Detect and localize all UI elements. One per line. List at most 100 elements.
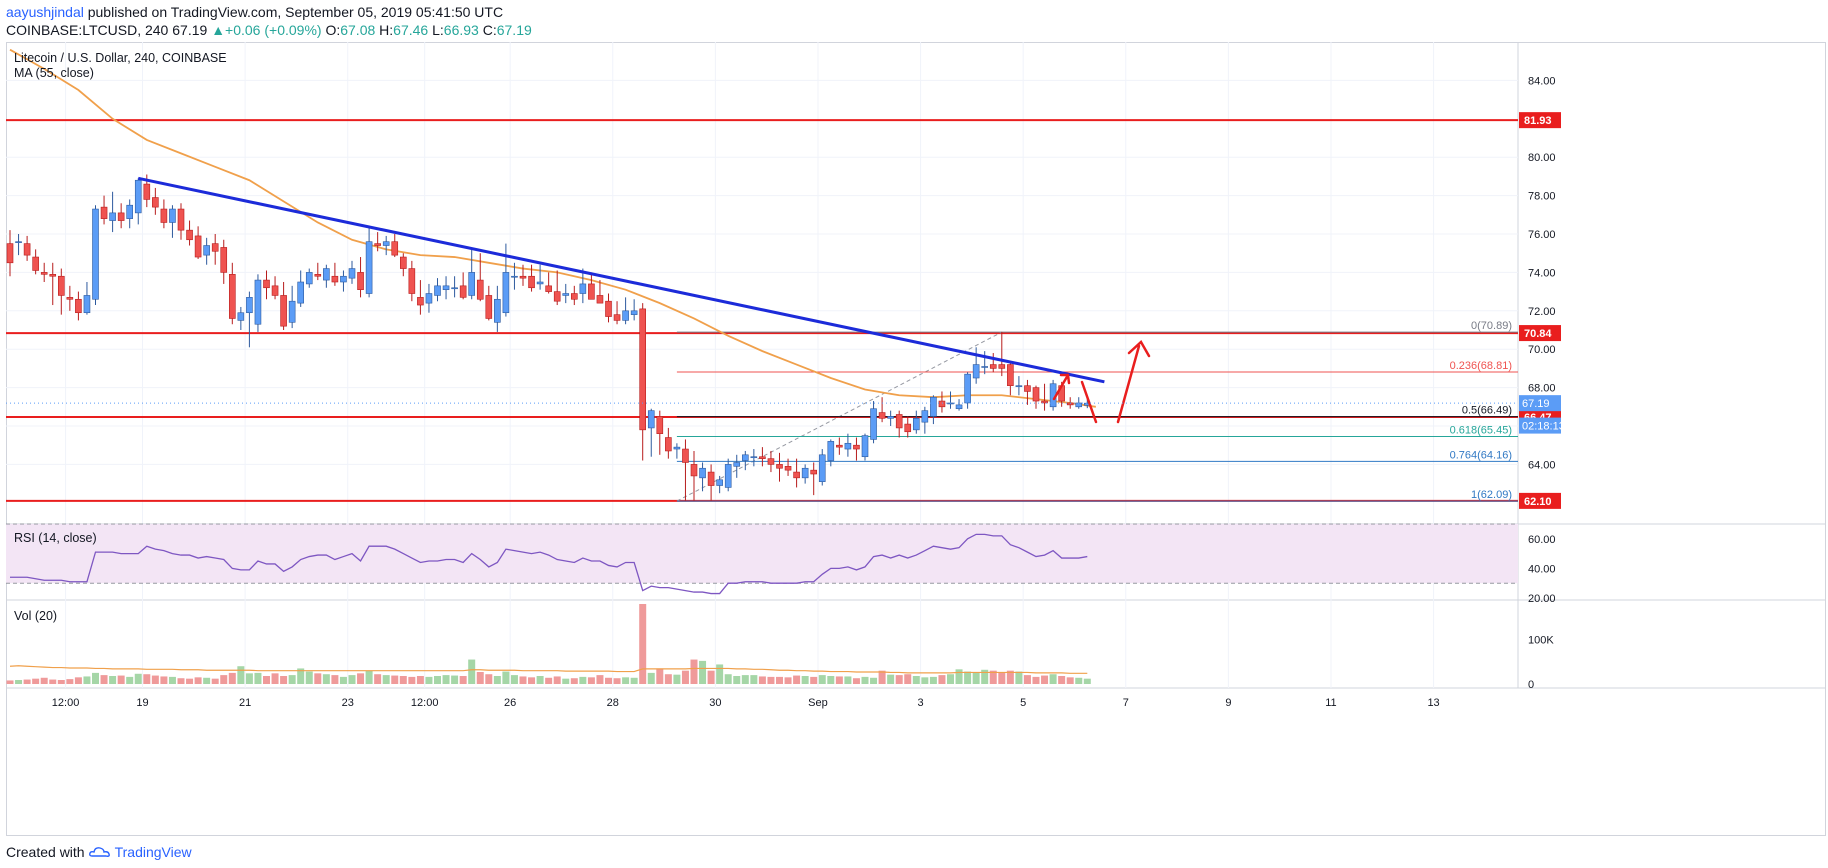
- time-axis-label: 7: [1123, 697, 1129, 709]
- projection-arrow-up: [1116, 340, 1151, 424]
- candle-body: [844, 442, 852, 450]
- price-tag: [1519, 395, 1561, 412]
- volume-bar: [596, 675, 604, 684]
- candle-body: [425, 293, 433, 304]
- candle-body: [476, 279, 484, 300]
- price-tag-label: 02:18:13: [1522, 421, 1565, 433]
- candle-body: [733, 462, 741, 467]
- candle-body: [562, 293, 570, 296]
- rsi-axis-label: 40.00: [1528, 563, 1556, 575]
- volume-bar: [6, 680, 14, 684]
- volume-bar: [416, 676, 424, 684]
- candle-body: [109, 212, 116, 221]
- candle-body: [280, 295, 287, 327]
- candle-body: [271, 285, 279, 296]
- volume-bar: [972, 672, 980, 684]
- candle-body: [998, 364, 1006, 369]
- time-axis-label: 30: [709, 697, 721, 709]
- candle-body: [305, 272, 313, 285]
- candle-body: [938, 400, 946, 408]
- candle-body: [724, 464, 732, 488]
- candle-body: [870, 408, 877, 440]
- descending-trendline: [137, 176, 1105, 384]
- volume-bar: [177, 678, 185, 684]
- candle-body: [468, 272, 476, 296]
- volume-bar: [758, 676, 766, 684]
- volume-bar: [510, 675, 518, 684]
- volume-bar: [793, 675, 801, 684]
- candle-body: [989, 364, 997, 369]
- time-axis-label: 11: [1325, 697, 1336, 709]
- author-link[interactable]: aayushjindal: [6, 4, 84, 20]
- projection-arrow-small: [1052, 373, 1071, 401]
- chart-frame: [6, 42, 1826, 836]
- candle-body: [613, 314, 621, 321]
- volume-bar: [827, 676, 835, 684]
- candle-body: [417, 297, 424, 306]
- last-price: 67.19: [172, 22, 208, 38]
- candle-body: [203, 245, 210, 256]
- volume-bar: [408, 676, 416, 684]
- rsi-band: [6, 524, 1518, 584]
- volume-bar: [66, 679, 74, 684]
- candle-body: [570, 293, 578, 300]
- volume-bar: [117, 675, 125, 684]
- candle-body: [485, 295, 493, 319]
- rsi-line: [10, 533, 1088, 595]
- volume-bar: [947, 674, 954, 684]
- high-value: 67.46: [393, 22, 429, 38]
- candle-body: [100, 206, 108, 219]
- volume-bar: [647, 672, 655, 684]
- candle-body: [827, 441, 835, 461]
- candle-body: [357, 272, 364, 290]
- volume-bar: [305, 671, 313, 684]
- volume-bar: [100, 675, 108, 684]
- time-axis-label: 23: [342, 697, 354, 709]
- volume-bar: [476, 672, 484, 684]
- volume-bar: [32, 678, 40, 684]
- fib-level-label: 1(62.09): [1471, 489, 1512, 501]
- volume-bar: [818, 675, 826, 684]
- candle-body: [741, 454, 749, 461]
- volume-bar: [203, 677, 211, 684]
- price-axis-label: 70.00: [1528, 344, 1556, 356]
- volume-bar: [630, 677, 638, 684]
- candle-body: [399, 256, 407, 269]
- volume-bar: [442, 675, 450, 684]
- chart-canvas[interactable]: 12:0019212312:00262830Sep3579111364.0066…: [6, 42, 1826, 836]
- tradingview-brand-link[interactable]: TradingView: [114, 844, 192, 860]
- candle-body: [220, 247, 228, 273]
- volume-bar: [613, 678, 621, 684]
- volume-bar: [237, 666, 245, 684]
- candle-body: [143, 183, 151, 200]
- candle-body: [297, 281, 305, 304]
- open-value: 67.08: [340, 22, 376, 38]
- price-axis-label: 72.00: [1528, 306, 1556, 318]
- candle-body: [1024, 385, 1031, 392]
- time-axis-label: 3: [918, 697, 924, 709]
- main-chart-title: Litecoin / U.S. Dollar, 240, COINBASE: [14, 51, 227, 65]
- volume-bar: [254, 672, 262, 684]
- fib-level-label: 0.618(65.45): [1450, 425, 1512, 437]
- volume-bar: [434, 676, 441, 684]
- publish-header: aayushjindal published on TradingView.co…: [6, 2, 503, 22]
- candle-body: [793, 471, 800, 479]
- volume-bar: [724, 674, 732, 684]
- candle-body: [246, 297, 253, 314]
- candle-body: [288, 300, 296, 323]
- volume-bar: [331, 675, 339, 684]
- volume-bar: [767, 676, 775, 684]
- volume-bar: [784, 677, 792, 684]
- volume-bar: [664, 674, 672, 684]
- level-price-label: 70.84: [1524, 328, 1552, 340]
- candle-body: [707, 471, 715, 486]
- candle-body: [579, 283, 587, 294]
- price-axis-label: 68.00: [1528, 383, 1556, 395]
- candle-body: [160, 208, 168, 223]
- volume-bar: [485, 674, 493, 684]
- candle-body: [895, 414, 903, 429]
- volume-bar: [852, 678, 860, 684]
- volume-bar: [228, 672, 236, 684]
- rsi-axis-label: 60.00: [1528, 534, 1556, 546]
- candle-body: [528, 275, 535, 289]
